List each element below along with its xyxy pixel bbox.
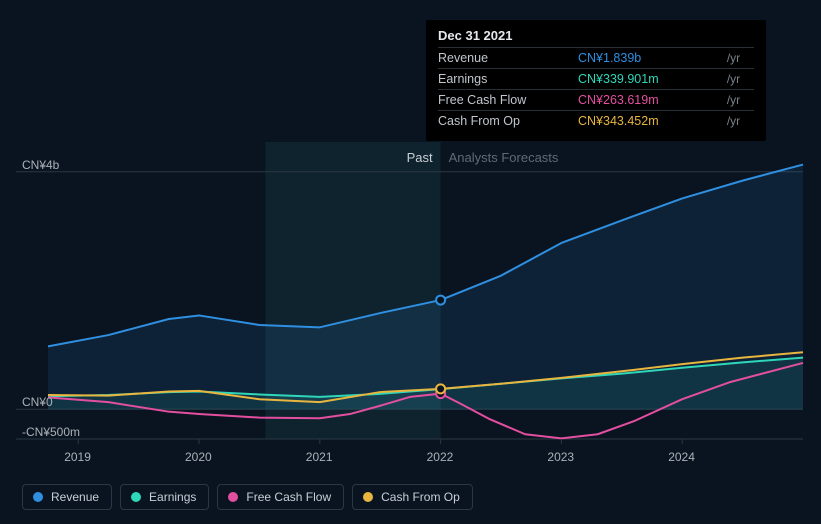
tooltip-title: Dec 31 2021 xyxy=(438,28,754,47)
y-tick-label: -CN¥500m xyxy=(22,425,80,439)
tooltip-row: RevenueCN¥1.839b/yr xyxy=(438,48,754,69)
tooltip-row-unit: /yr xyxy=(723,48,754,69)
x-tick-label: 2022 xyxy=(427,450,454,464)
tooltip-row: EarningsCN¥339.901m/yr xyxy=(438,69,754,90)
region-label-forecast: Analysts Forecasts xyxy=(449,150,559,165)
tooltip-row-value: CN¥343.452m xyxy=(578,111,723,132)
legend-row: Revenue Earnings Free Cash Flow Cash From O… xyxy=(22,484,473,510)
legend-label: Revenue xyxy=(51,490,99,504)
tooltip-row-label: Earnings xyxy=(438,69,578,90)
region-label-past: Past xyxy=(407,150,433,165)
tooltip-row: Free Cash FlowCN¥263.619m/yr xyxy=(438,90,754,111)
tooltip-row-value: CN¥339.901m xyxy=(578,69,723,90)
legend-swatch-icon xyxy=(33,492,43,502)
x-tick-label: 2023 xyxy=(547,450,574,464)
x-tick-label: 2019 xyxy=(64,450,91,464)
x-tick-label: 2024 xyxy=(668,450,695,464)
chart-root: Past Analysts Forecasts CN¥4b CN¥0 -CN¥500… xyxy=(0,0,821,524)
tooltip-row-unit: /yr xyxy=(723,69,754,90)
tooltip-table: RevenueCN¥1.839b/yrEarningsCN¥339.901m/y… xyxy=(438,47,754,131)
x-tick-label: 2020 xyxy=(185,450,212,464)
legend-label: Cash From Op xyxy=(381,490,460,504)
tooltip-row-label: Cash From Op xyxy=(438,111,578,132)
y-tick-label: CN¥0 xyxy=(22,395,53,409)
marker-cfo[interactable] xyxy=(436,384,445,393)
marker-revenue[interactable] xyxy=(436,296,445,305)
legend-item-earnings[interactable]: Earnings xyxy=(120,484,209,510)
tooltip-row-unit: /yr xyxy=(723,111,754,132)
tooltip-row-value: CN¥1.839b xyxy=(578,48,723,69)
legend-swatch-icon xyxy=(363,492,373,502)
y-tick-label: CN¥4b xyxy=(22,158,59,172)
legend-item-revenue[interactable]: Revenue xyxy=(22,484,112,510)
tooltip-row-unit: /yr xyxy=(723,90,754,111)
legend-label: Earnings xyxy=(149,490,196,504)
hover-tooltip: Dec 31 2021 RevenueCN¥1.839b/yrEarningsC… xyxy=(426,20,766,141)
tooltip-row-label: Free Cash Flow xyxy=(438,90,578,111)
tooltip-row: Cash From OpCN¥343.452m/yr xyxy=(438,111,754,132)
legend-item-fcf[interactable]: Free Cash Flow xyxy=(217,484,344,510)
tooltip-row-label: Revenue xyxy=(438,48,578,69)
x-tick-label: 2021 xyxy=(306,450,333,464)
legend-item-cfo[interactable]: Cash From Op xyxy=(352,484,473,510)
tooltip-row-value: CN¥263.619m xyxy=(578,90,723,111)
legend-swatch-icon xyxy=(228,492,238,502)
legend-swatch-icon xyxy=(131,492,141,502)
legend-label: Free Cash Flow xyxy=(246,490,331,504)
